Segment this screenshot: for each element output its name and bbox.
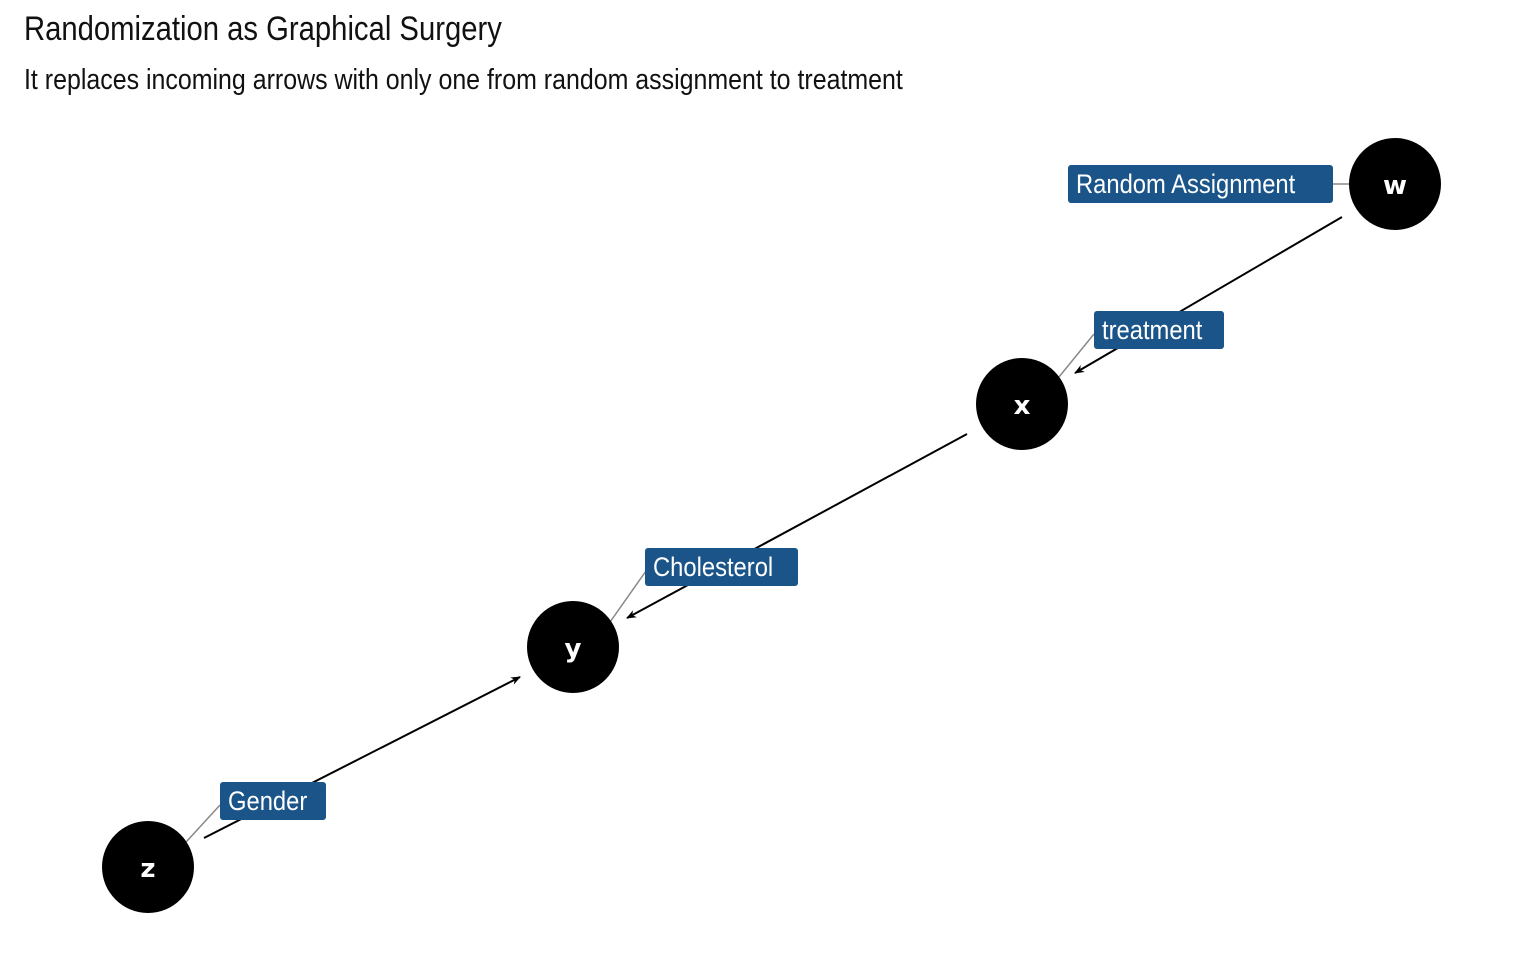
edge-w-x [1074,216,1343,374]
label-gender-text: Gender [228,786,308,816]
label-treatment: treatment [1094,311,1225,349]
diagram-title: Randomization as Graphical Surgery [24,10,502,48]
label-cholesterol: Cholesterol [645,548,798,586]
label-random-assignment-text: Random Assignment [1076,169,1296,199]
node-z: z [102,821,194,913]
edge-x-y [626,433,968,619]
node-z-letter: z [140,854,155,884]
diagram-subtitle: It replaces incoming arrows with only on… [24,64,903,96]
node-w: w [1349,138,1441,230]
node-y: y [527,601,619,693]
label-treatment-text: treatment [1102,315,1203,345]
label-random-assignment: Random Assignment [1068,165,1334,203]
label-cholesterol-text: Cholesterol [653,552,774,582]
node-y-letter: y [565,634,582,664]
node-x-letter: x [1014,391,1031,421]
node-x: x [976,358,1068,450]
label-gender: Gender [220,782,327,820]
node-w-letter: w [1383,171,1407,201]
